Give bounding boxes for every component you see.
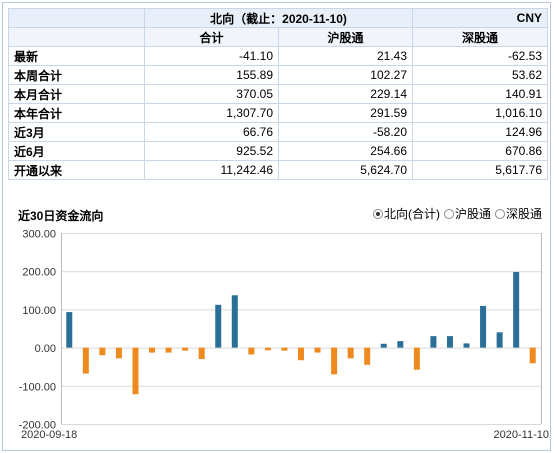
y-tick-label: 100.00 [22,305,56,317]
series-selector: 北向(合计) 沪股通 深股通 [371,205,542,222]
table-row: 本月合计 370.05 229.14 140.91 [8,84,548,104]
bar [430,336,437,348]
cell-value: 1,307.70 [144,103,279,123]
bar [347,347,354,359]
column-header-blank [8,27,145,47]
bar [115,347,122,359]
table-title: 北向（截止：2020-11-10) [144,8,413,28]
bar [198,347,205,360]
option-shanghai[interactable]: 沪股通 [443,205,491,222]
row-label: 开通以来 [8,160,145,180]
bar [132,347,139,395]
y-tick-label: -100.00 [19,381,56,393]
table-row: 最新 -41.10 21.43 -62.53 [8,46,548,66]
cell-value: 670.86 [412,141,548,161]
bar [99,347,106,356]
cell-value: 11,242.46 [144,160,279,180]
bar [314,347,321,353]
bar [446,336,453,348]
header-blank [8,8,145,28]
x-start-label: 2020-09-18 [21,429,77,441]
table-row: 近6月 925.52 254.66 670.86 [8,141,548,161]
option-shenzhen[interactable]: 深股通 [494,205,542,222]
bar [298,347,304,361]
bar [231,295,238,348]
bar [513,271,520,348]
x-end-label: 2020-11-10 [494,429,549,441]
cell-value: 254.66 [278,141,413,161]
radio-icon[interactable] [443,208,454,219]
column-header-shenzhen: 深股通 [412,27,548,47]
row-label: 最新 [8,46,145,66]
bar [248,347,255,355]
y-tick-label: 300.00 [22,229,56,241]
option-label: 北向(合计) [383,207,440,221]
bar [397,341,404,348]
bar [480,305,487,348]
bar [281,347,288,351]
bar [149,347,156,353]
option-label: 深股通 [505,207,542,221]
option-label: 沪股通 [454,207,491,221]
bar [463,343,470,348]
bar [331,347,338,375]
y-tick-label: 200.00 [22,267,56,279]
bar [182,347,189,351]
cell-value: 102.27 [278,65,413,85]
cell-value: 5,624.70 [278,160,413,180]
y-tick-label: -200.00 [19,420,56,432]
cell-value: 21.43 [278,46,413,66]
bar [82,347,89,374]
bar [66,312,73,348]
bar [264,347,271,351]
radio-selected-icon[interactable] [372,208,383,219]
table-row: 近3月 66.76 -58.20 124.96 [8,122,548,142]
cell-value: -62.53 [412,46,548,66]
summary-table: 北向（截止：2020-11-10) CNY 合计 沪股通 深股通 最新 -41.1… [8,8,548,180]
cell-value: 229.14 [278,84,413,104]
cell-value: 5,617.76 [412,160,548,180]
bar [215,304,222,348]
bar [413,347,420,370]
cell-value: 925.52 [144,141,279,161]
radio-icon[interactable] [494,208,505,219]
table-row: 本年合计 1,307.70 291.59 1,016.10 [8,103,548,123]
table-row: 开通以来 11,242.46 5,624.70 5,617.76 [8,160,548,180]
row-label: 近6月 [8,141,145,161]
chart-title: 近30日资金流向 [18,209,104,223]
bar [380,343,387,348]
flow-bar-chart: 300.00200.00100.000.00-100.00-200.002020… [19,229,549,442]
bar [165,347,172,353]
column-header-shanghai: 沪股通 [278,27,413,47]
bar [529,347,536,364]
y-tick-label: 0.00 [35,343,56,355]
row-label: 近3月 [8,122,145,142]
bar [364,347,371,365]
option-north-total[interactable]: 北向(合计) [372,205,440,222]
bar [496,332,503,348]
